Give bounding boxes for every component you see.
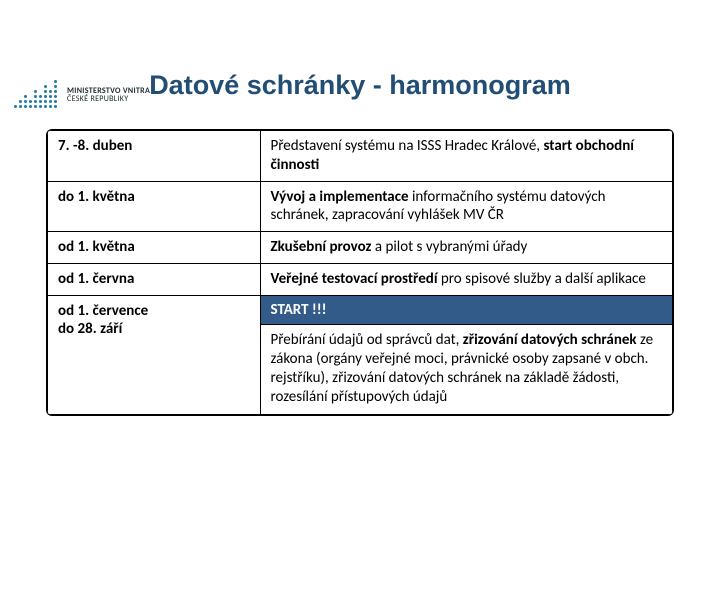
- table-row: od 1. květnaZkušební provoz a pilot s vy…: [48, 232, 673, 264]
- schedule-table: 7. -8. dubenPředstavení systému na ISSS …: [47, 130, 673, 415]
- description-cell: Vývoj a implementace informačního systém…: [260, 181, 673, 232]
- start-banner: START !!!: [261, 296, 673, 326]
- schedule-table-wrap: 7. -8. dubenPředstavení systému na ISSS …: [46, 129, 674, 416]
- date-cell: od 1. červencedo 28. září: [48, 295, 261, 415]
- date-cell: do 1. května: [48, 181, 261, 232]
- logo-line-2: ČESKÉ REPUBLIKY: [67, 95, 150, 103]
- table-row: 7. -8. dubenPředstavení systému na ISSS …: [48, 131, 673, 182]
- date-cell: od 1. června: [48, 263, 261, 295]
- logo-text: MINISTERSTVO VNITRA ČESKÉ REPUBLIKY: [67, 87, 150, 104]
- description-cell: Představení systému na ISSS Hradec Králo…: [260, 131, 673, 182]
- description-cell: Zkušební provoz a pilot s vybranými úřad…: [260, 232, 673, 264]
- description-cell: Veřejné testovací prostředí pro spisové …: [260, 263, 673, 295]
- description-text: Přebírání údajů od správců dat, zřizován…: [261, 325, 673, 414]
- date-cell: od 1. května: [48, 232, 261, 264]
- logo-bars-icon: [14, 82, 57, 108]
- description-cell: START !!!Přebírání údajů od správců dat,…: [260, 295, 673, 415]
- table-row: od 1. červnaVeřejné testovací prostředí …: [48, 263, 673, 295]
- date-cell: 7. -8. duben: [48, 131, 261, 182]
- ministry-logo: MINISTERSTVO VNITRA ČESKÉ REPUBLIKY: [14, 82, 150, 108]
- table-row: do 1. květnaVývoj a implementace informa…: [48, 181, 673, 232]
- table-row: od 1. červencedo 28. záříSTART !!!Přebír…: [48, 295, 673, 415]
